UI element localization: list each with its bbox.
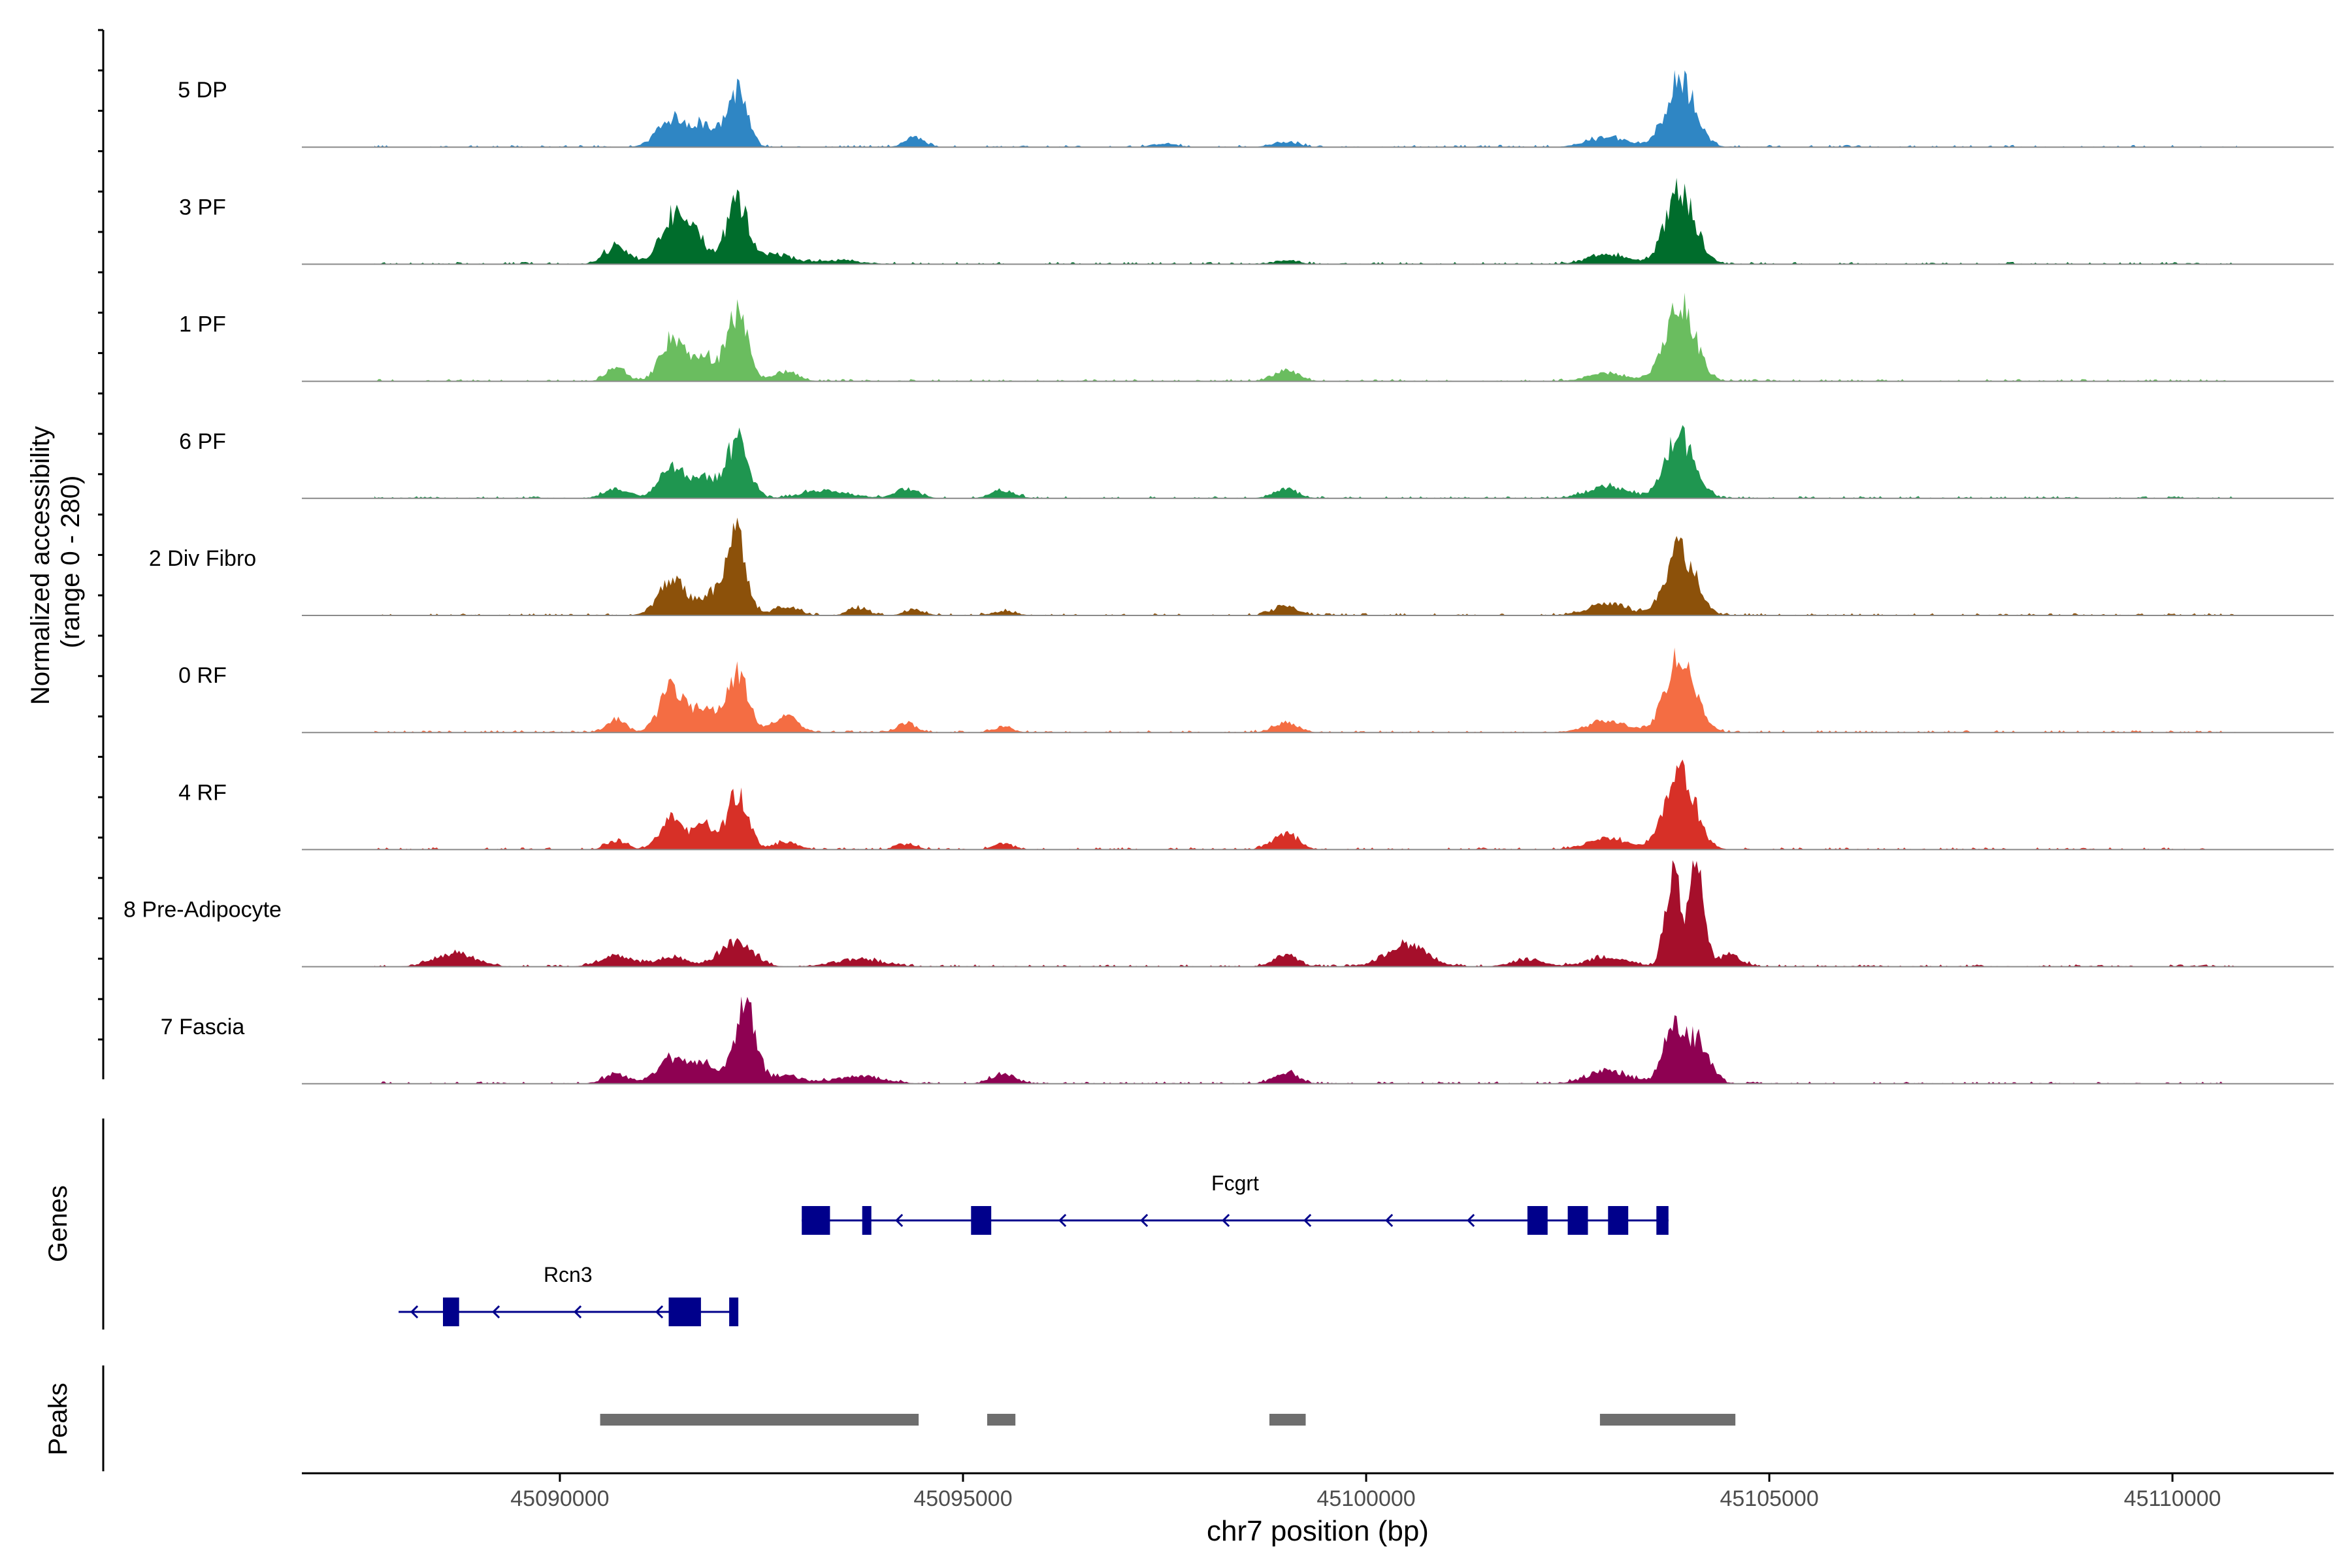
- strand-arrow: [573, 1305, 582, 1319]
- track-5-dp: 5 DP: [178, 70, 2334, 148]
- coverage-area: [374, 70, 2237, 148]
- gene-name: Fcgrt: [1211, 1171, 1259, 1195]
- track-6-pf: 6 PF: [179, 425, 2334, 499]
- strand-arrow: [1303, 1213, 1312, 1228]
- track-label: 7 Fascia: [161, 1015, 245, 1039]
- coverage-area: [374, 517, 2237, 615]
- strand-arrow: [1385, 1213, 1394, 1228]
- track-label: 6 PF: [179, 429, 226, 454]
- strand-arrow: [1222, 1213, 1230, 1228]
- x-tick-label: 45100000: [1316, 1486, 1415, 1511]
- peaks-track-label: Peaks: [44, 1382, 73, 1455]
- peak-regions: [600, 1414, 1736, 1426]
- exon: [1608, 1206, 1629, 1235]
- track-1-pf: 1 PF: [179, 293, 2334, 382]
- strand-arrow: [491, 1305, 500, 1319]
- x-tick-label: 45105000: [1720, 1486, 1818, 1511]
- track-label: 8 Pre-Adipocyte: [123, 898, 282, 923]
- gene-fcgrt: Fcgrt: [802, 1171, 1669, 1235]
- exon: [802, 1206, 830, 1235]
- exon: [729, 1298, 739, 1326]
- coverage-y-axis: [98, 29, 105, 1079]
- exon: [1656, 1206, 1669, 1235]
- track-label: 0 RF: [178, 663, 227, 688]
- track-2-div-fibro: 2 Div Fibro: [149, 517, 2334, 616]
- genes-track-label: Genes: [44, 1185, 73, 1262]
- gene-name: Rcn3: [544, 1263, 593, 1286]
- x-axis-ticks: 45090000 45095000 45100000 45105000 45110000: [510, 1473, 2221, 1511]
- strand-arrow: [410, 1305, 419, 1319]
- track-3-pf: 3 PF: [179, 178, 2334, 265]
- track-8-pre-adipocyte: 8 Pre-Adipocyte: [123, 860, 2334, 968]
- x-tick-label: 45110000: [2124, 1486, 2221, 1511]
- peak-region: [1599, 1414, 1736, 1426]
- peak-region: [987, 1414, 1016, 1426]
- strand-arrow: [895, 1213, 904, 1228]
- gene-rcn3: Rcn3: [399, 1263, 739, 1326]
- gene-annotations: Fcgrt Rcn3: [399, 1171, 1669, 1326]
- track-label: 2 Div Fibro: [149, 546, 256, 571]
- track-label: 1 PF: [179, 312, 226, 337]
- coverage-area: [374, 293, 2237, 382]
- coverage-y-label-line1: Normalized accessibility: [26, 426, 55, 705]
- strand-arrow: [655, 1305, 664, 1319]
- coverage-y-label-line2: (range 0 - 280): [56, 476, 85, 649]
- x-tick-label: 45095000: [913, 1486, 1012, 1511]
- coverage-tracks: 5 DP 3 PF 1 PF 6 PF 2 Div Fibro 0 RF 4 RF 8 Pre…: [123, 70, 2334, 1085]
- exon: [1527, 1206, 1548, 1235]
- track-label: 3 PF: [179, 195, 226, 220]
- exon: [443, 1298, 459, 1326]
- coverage-area: [374, 647, 2237, 733]
- exon: [668, 1298, 701, 1326]
- track-0-rf: 0 RF: [178, 647, 2334, 734]
- coverage-area: [374, 759, 2237, 850]
- track-label: 4 RF: [178, 780, 227, 805]
- coverage-area: [374, 425, 2237, 498]
- exon: [1567, 1206, 1588, 1235]
- peak-region: [600, 1414, 919, 1426]
- track-4-rf: 4 RF: [178, 759, 2334, 851]
- strand-arrow: [1467, 1213, 1475, 1228]
- coverage-area: [374, 996, 2237, 1084]
- x-tick-label: 45090000: [510, 1486, 609, 1511]
- exon: [862, 1206, 872, 1235]
- exon: [971, 1206, 992, 1235]
- strand-arrow: [1058, 1213, 1067, 1228]
- track-7-fascia: 7 Fascia: [161, 996, 2334, 1085]
- peak-region: [1269, 1414, 1306, 1426]
- strand-arrow: [1140, 1213, 1149, 1228]
- x-axis-label: chr7 position (bp): [1207, 1515, 1429, 1547]
- coverage-y-label: Normalized accessibility (range 0 - 280): [26, 419, 85, 705]
- coverage-area: [374, 860, 2237, 967]
- coverage-area: [374, 178, 2237, 265]
- track-label: 5 DP: [178, 78, 227, 103]
